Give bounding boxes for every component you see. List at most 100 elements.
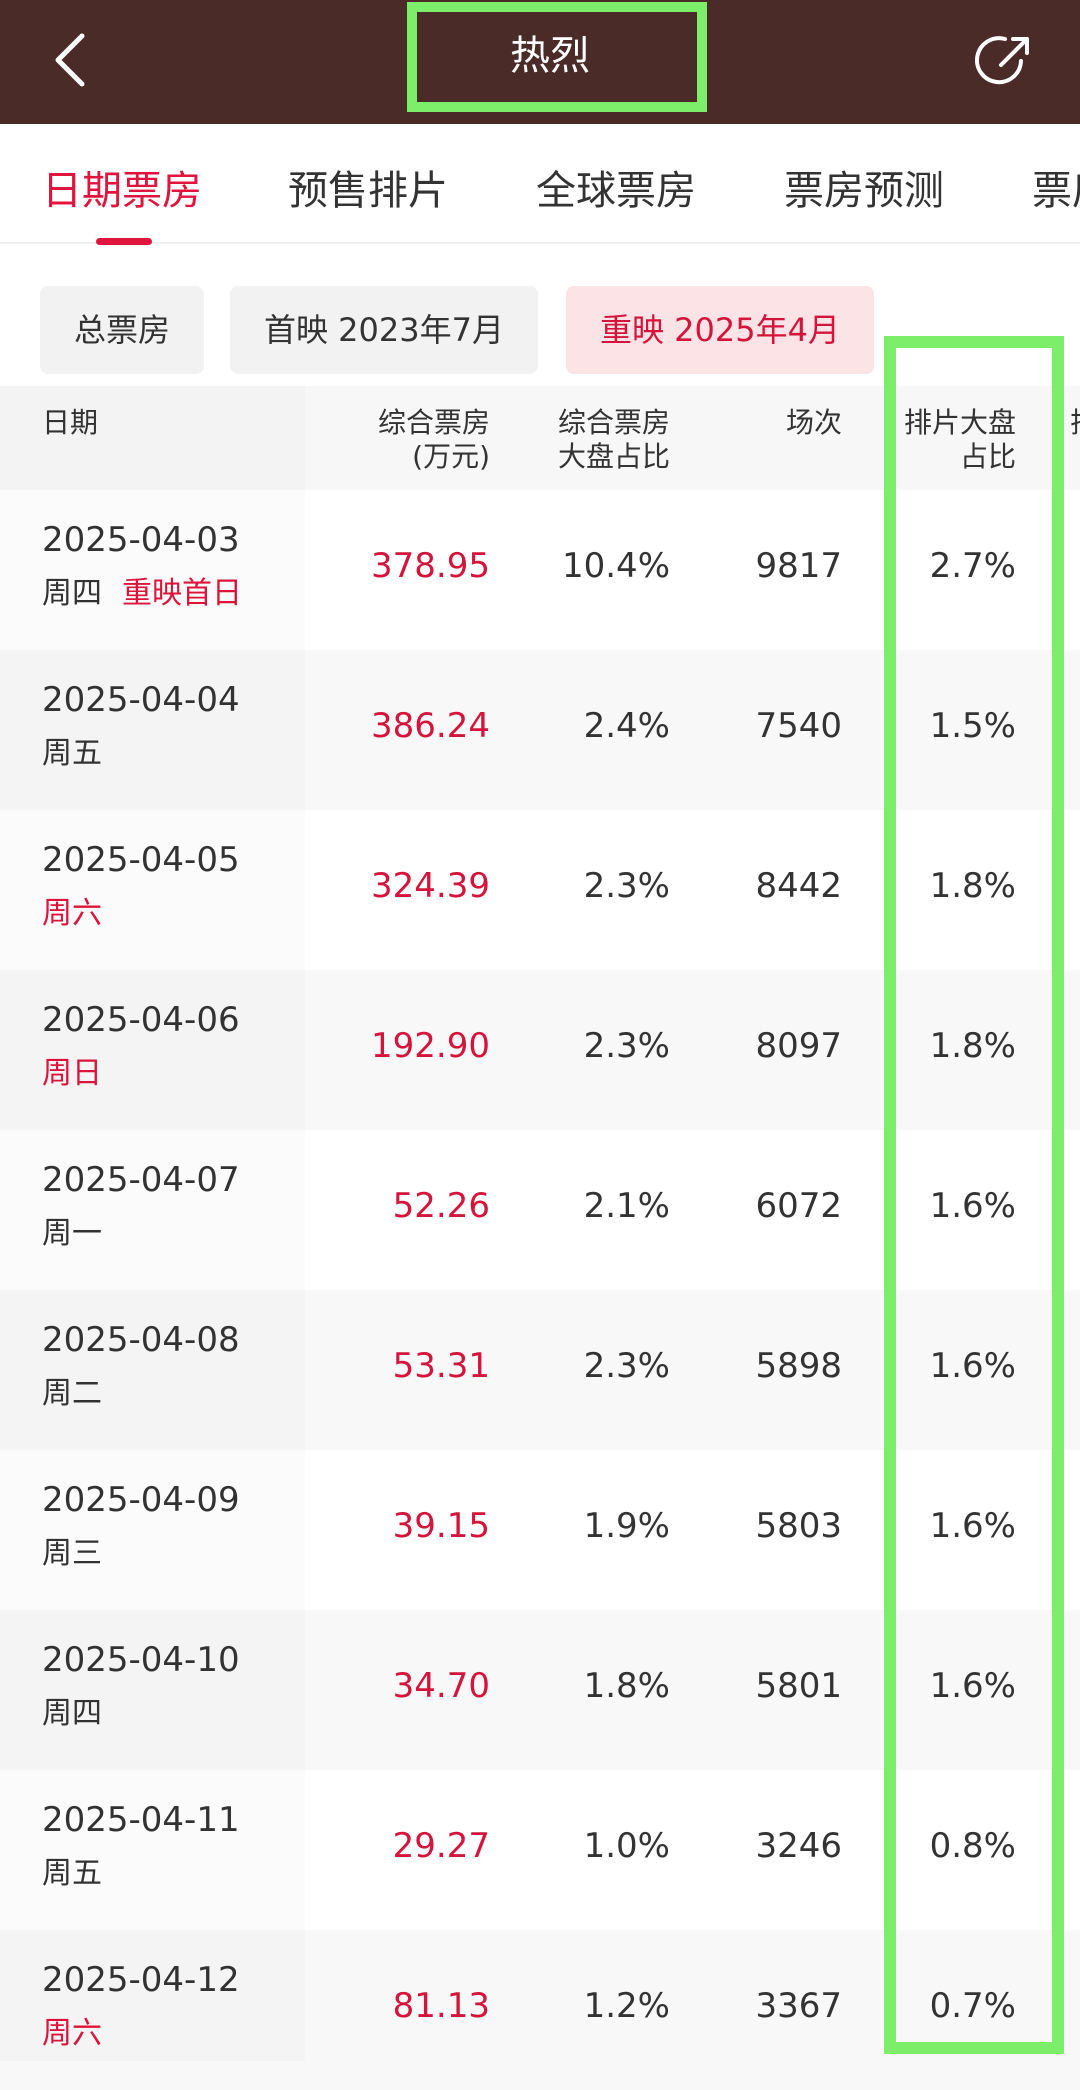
row-weekday: 周一 <box>42 1216 102 1251</box>
row-weekday: 周五 <box>42 1856 102 1891</box>
table-header-row: 日期 综合票房 (万元) 综合票房 大盘占比 场次 排片大盘 占比 排 <box>0 386 1080 490</box>
chevron-left-icon <box>55 33 85 87</box>
top-bar: 热烈 <box>0 0 1080 124</box>
table-row[interactable]: 2025-04-05 周六 324.39 2.3% 8442 1.8% <box>0 810 1080 970</box>
row-market-share: 2.3% <box>583 1346 670 1386</box>
row-schedule-share: 0.8% <box>929 1826 1016 1866</box>
row-schedule-share: 1.8% <box>929 1026 1016 1066</box>
row-box-office: 378.95 <box>371 546 490 586</box>
header-next-column[interactable]: 排 <box>1070 406 1080 440</box>
row-box-office: 39.15 <box>392 1506 490 1546</box>
share-icon <box>975 36 1029 85</box>
table-row[interactable]: 2025-04-08 周二 53.31 2.3% 5898 1.6% <box>0 1290 1080 1450</box>
page-title: 热烈 <box>510 33 590 79</box>
row-tag: 重映首日 <box>122 576 242 611</box>
header-schedule-share[interactable]: 排片大盘 占比 <box>904 406 1016 474</box>
row-box-office: 324.39 <box>371 866 490 906</box>
table-row[interactable]: 2025-04-11 周五 29.27 1.0% 3246 0.8% <box>0 1770 1080 1930</box>
box-office-table: 日期 综合票房 (万元) 综合票房 大盘占比 场次 排片大盘 占比 排 2025… <box>0 386 1080 2090</box>
row-date: 2025-04-04 <box>42 680 240 720</box>
table-row[interactable]: 2025-04-03 周四 重映首日 378.95 10.4% 9817 2.7… <box>0 490 1080 650</box>
filter-rerelease[interactable]: 重映 2025年4月 <box>566 286 874 374</box>
row-shows: 5803 <box>755 1506 842 1546</box>
row-schedule-share: 1.6% <box>929 1346 1016 1386</box>
row-market-share: 10.4% <box>561 546 670 586</box>
row-weekday: 周二 <box>42 1376 102 1411</box>
row-weekday: 周六 <box>42 2016 102 2051</box>
row-box-office: 29.27 <box>392 1826 490 1866</box>
row-weekday: 周四 <box>42 576 102 611</box>
row-date: 2025-04-03 <box>42 520 240 560</box>
row-weekday: 周日 <box>42 1056 102 1091</box>
tab-daily-box-office[interactable]: 日期票房 <box>42 168 202 214</box>
row-weekday: 周五 <box>42 736 102 771</box>
filter-premiere[interactable]: 首映 2023年7月 <box>230 286 538 374</box>
tab-box-office-forecast[interactable]: 票房预测 <box>784 168 944 214</box>
header-box-office-line2: (万元) <box>412 440 490 473</box>
row-shows: 9817 <box>755 546 842 586</box>
row-market-share: 2.1% <box>583 1186 670 1226</box>
tab-bar: 日期票房 预售排片 全球票房 票房预测 票房 <box>0 124 1080 244</box>
row-date: 2025-04-12 <box>42 1960 240 2000</box>
row-shows: 7540 <box>755 706 842 746</box>
header-market-share[interactable]: 综合票房 大盘占比 <box>558 406 670 474</box>
row-market-share: 1.2% <box>583 1986 670 2026</box>
row-market-share: 1.0% <box>583 1826 670 1866</box>
row-box-office: 34.70 <box>392 1666 490 1706</box>
header-market-share-line1: 综合票房 <box>557 406 670 439</box>
row-schedule-share: 1.6% <box>929 1506 1016 1546</box>
row-market-share: 1.9% <box>583 1506 670 1546</box>
table-row[interactable]: 2025-04-12 周六 81.13 1.2% 3367 0.7% <box>0 1930 1080 2090</box>
row-box-office: 52.26 <box>392 1186 490 1226</box>
row-date: 2025-04-11 <box>42 1800 240 1840</box>
row-schedule-share: 2.7% <box>929 546 1016 586</box>
row-shows: 8097 <box>755 1026 842 1066</box>
row-weekday: 周三 <box>42 1536 102 1571</box>
row-box-office: 81.13 <box>392 1986 490 2026</box>
row-date: 2025-04-08 <box>42 1320 240 1360</box>
header-box-office[interactable]: 综合票房 (万元) <box>378 406 490 474</box>
table-row[interactable]: 2025-04-06 周日 192.90 2.3% 8097 1.8% <box>0 970 1080 1130</box>
row-schedule-share: 1.6% <box>929 1186 1016 1226</box>
tab-global-box-office[interactable]: 全球票房 <box>536 168 696 214</box>
share-button[interactable] <box>970 26 1040 96</box>
tab-presale-schedule[interactable]: 预售排片 <box>288 168 448 214</box>
header-market-share-line2: 大盘占比 <box>557 440 670 473</box>
row-date: 2025-04-05 <box>42 840 240 880</box>
header-schedule-share-line2: 占比 <box>959 440 1016 473</box>
row-shows: 6072 <box>755 1186 842 1226</box>
row-date: 2025-04-07 <box>42 1160 240 1200</box>
row-schedule-share: 1.6% <box>929 1666 1016 1706</box>
row-box-office: 192.90 <box>371 1026 490 1066</box>
active-tab-indicator <box>96 238 152 245</box>
header-schedule-share-line1: 排片大盘 <box>903 406 1016 439</box>
header-shows[interactable]: 场次 <box>785 406 842 439</box>
table-row[interactable]: 2025-04-07 周一 52.26 2.1% 6072 1.6% <box>0 1130 1080 1290</box>
row-box-office: 386.24 <box>371 706 490 746</box>
row-date: 2025-04-10 <box>42 1640 240 1680</box>
row-box-office: 53.31 <box>392 1346 490 1386</box>
row-date: 2025-04-09 <box>42 1480 240 1520</box>
row-shows: 5801 <box>755 1666 842 1706</box>
row-market-share: 2.3% <box>583 1026 670 1066</box>
filter-total-box-office[interactable]: 总票房 <box>40 286 204 374</box>
row-market-share: 1.8% <box>583 1666 670 1706</box>
table-row[interactable]: 2025-04-04 周五 386.24 2.4% 7540 1.5% <box>0 650 1080 810</box>
row-market-share: 2.4% <box>583 706 670 746</box>
row-schedule-share: 1.8% <box>929 866 1016 906</box>
table-row[interactable]: 2025-04-10 周四 34.70 1.8% 5801 1.6% <box>0 1610 1080 1770</box>
table-row[interactable]: 2025-04-09 周三 39.15 1.9% 5803 1.6% <box>0 1450 1080 1610</box>
header-date[interactable]: 日期 <box>42 406 99 439</box>
row-shows: 3246 <box>755 1826 842 1866</box>
tab-more[interactable]: 票房 <box>1032 168 1080 214</box>
row-shows: 3367 <box>755 1986 842 2026</box>
header-box-office-line1: 综合票房 <box>377 406 490 439</box>
row-schedule-share: 1.5% <box>929 706 1016 746</box>
row-schedule-share: 0.7% <box>929 1986 1016 2026</box>
row-shows: 5898 <box>755 1346 842 1386</box>
back-button[interactable] <box>40 24 100 96</box>
row-weekday: 周四 <box>42 1696 102 1731</box>
row-weekday: 周六 <box>42 896 102 931</box>
row-date: 2025-04-06 <box>42 1000 240 1040</box>
row-market-share: 2.3% <box>583 866 670 906</box>
